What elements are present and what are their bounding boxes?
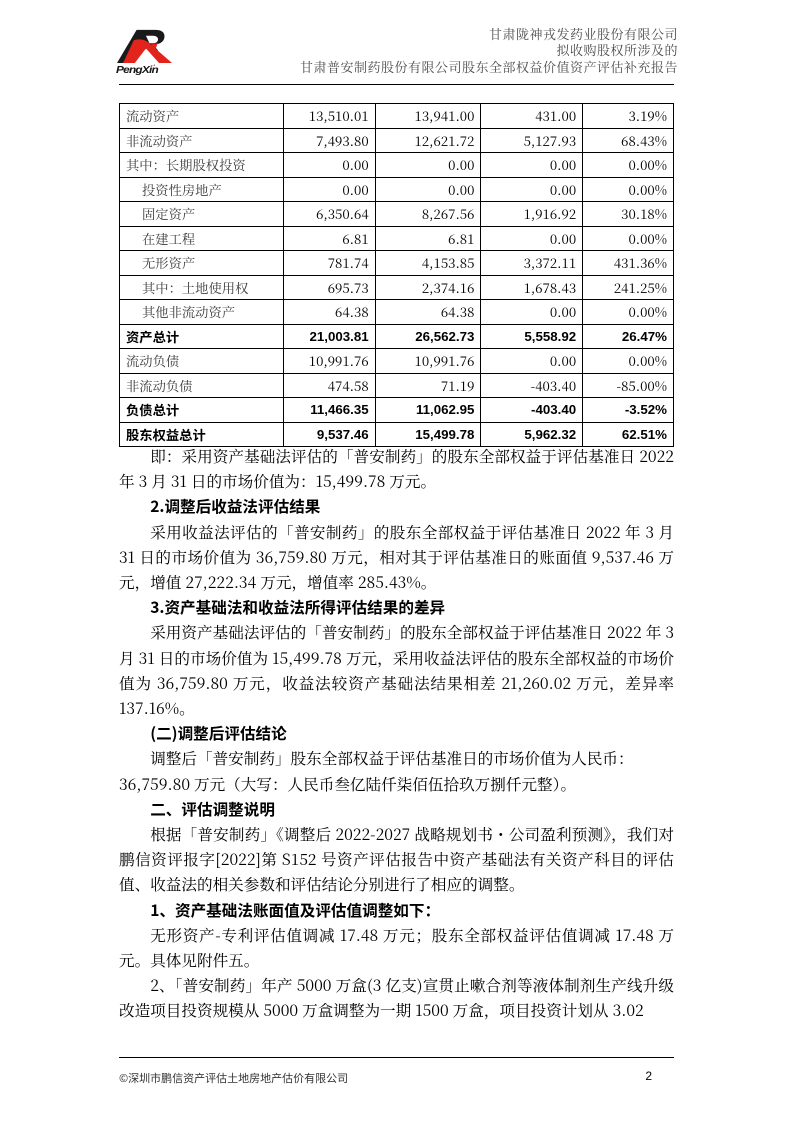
svg-text:PengXin: PengXin [116, 65, 159, 76]
